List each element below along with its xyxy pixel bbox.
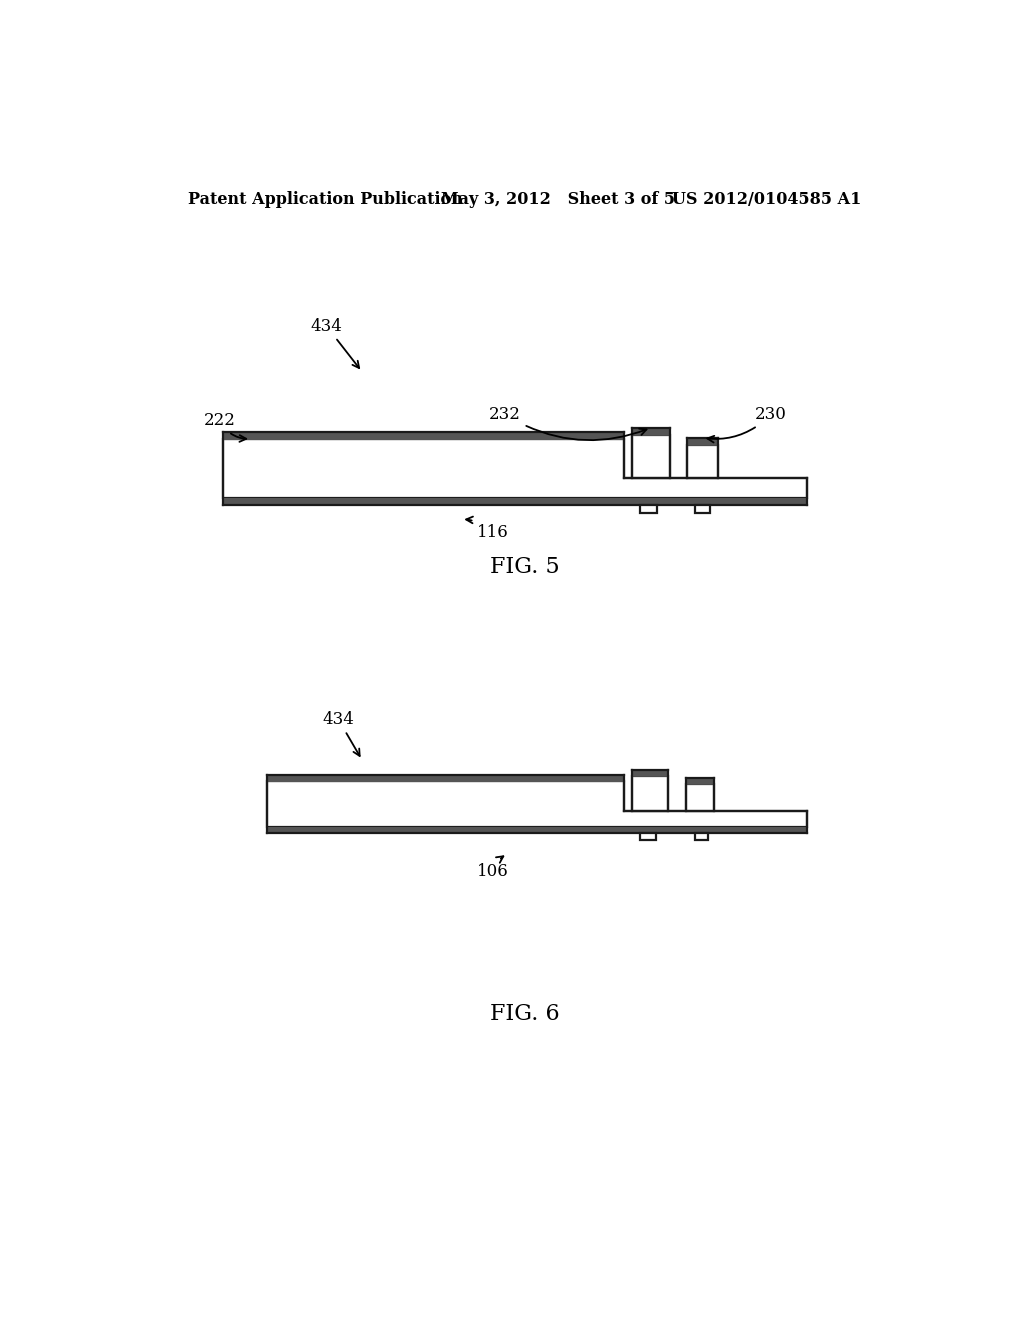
Text: Patent Application Publication: Patent Application Publication [187,191,462,209]
Polygon shape [223,440,807,498]
Polygon shape [632,434,670,478]
Text: 434: 434 [323,711,359,756]
Text: FIG. 5: FIG. 5 [490,556,559,578]
Polygon shape [267,775,624,781]
Polygon shape [640,833,655,840]
Polygon shape [695,506,710,513]
Polygon shape [223,432,624,440]
Polygon shape [686,784,714,812]
Polygon shape [640,506,657,513]
Text: 222: 222 [204,412,246,442]
Text: US 2012/0104585 A1: US 2012/0104585 A1 [672,191,861,209]
Polygon shape [687,445,718,478]
Polygon shape [686,777,714,784]
Polygon shape [687,438,718,445]
Polygon shape [223,498,807,506]
Polygon shape [267,826,807,833]
Polygon shape [632,776,668,812]
Text: 116: 116 [466,516,509,541]
Text: 232: 232 [489,407,646,440]
Text: FIG. 6: FIG. 6 [490,1003,559,1026]
Text: 434: 434 [310,318,359,368]
Polygon shape [632,770,668,776]
Polygon shape [695,833,709,840]
Text: 106: 106 [477,857,509,880]
Polygon shape [632,428,670,434]
Text: 230: 230 [708,407,786,442]
Text: May 3, 2012   Sheet 3 of 5: May 3, 2012 Sheet 3 of 5 [441,191,676,209]
Polygon shape [267,781,807,826]
